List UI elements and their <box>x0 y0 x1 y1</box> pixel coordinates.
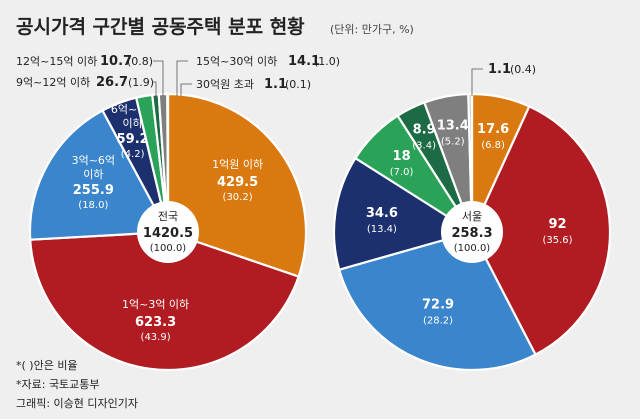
national-slice-1 <box>29 230 300 372</box>
seoul-slice-5-value: 8.9 <box>413 123 436 138</box>
leader-15-30 <box>176 60 188 96</box>
seoul-slice-2 <box>337 230 537 372</box>
national-slice-2-name: 3억~6억 <box>72 154 115 167</box>
national-slice-1-pct: (43.9) <box>141 332 171 343</box>
pie-national: 1억원 이하 429.5 (30.2) 1억~3억 이하 623.3 (43.9) 3억~6… <box>28 92 308 372</box>
seoul-slice-3 <box>332 156 475 272</box>
footnote-credit: 그래픽: 이승현 디자인기자 <box>16 397 138 410</box>
seoul-slice-3-value: 34.6 <box>366 206 398 221</box>
seoul-slice-2-value: 72.9 <box>422 298 454 313</box>
national-center-title: 전국 <box>158 210 178 223</box>
national-external-labels: 12억~15억 이하 10.7 (0.8) 9억~12억 이하 26.7 (1.… <box>16 54 340 100</box>
label-15-30-name: 15억~30억 이하 <box>196 54 277 68</box>
national-slice-0-name: 1억원 이하 <box>212 157 263 171</box>
unit-label: (단위: 만가구, %) <box>330 23 414 36</box>
label-15-30-pct: (1.0) <box>314 55 340 68</box>
pie-seoul: 17.6(6.8)92(35.6)72.9(28.2)34.6(13.4)18(… <box>332 92 612 372</box>
leader-30plus <box>180 83 192 96</box>
national-slice-7 <box>166 92 170 233</box>
seoul-slice-1-value: 92 <box>548 217 566 232</box>
footnote-ratio: *( )안은 비율 <box>16 359 78 372</box>
seoul-label-30plus-value: 1.1 <box>488 62 511 77</box>
seoul-center-title: 서울 <box>462 210 482 223</box>
seoul-slice-0-pct: (6.8) <box>481 140 505 151</box>
national-slice-3-pct: (4.2) <box>121 149 145 160</box>
label-15-30-value: 14.1 <box>288 54 320 69</box>
seoul-slice-6-pct: (5.2) <box>441 137 465 148</box>
national-center-disc <box>137 201 199 263</box>
label-30plus-pct: (0.1) <box>285 78 311 91</box>
national-slice-2 <box>28 109 170 241</box>
label-12-15-pct: (0.8) <box>127 55 153 68</box>
label-30plus-name: 30억원 초과 <box>196 78 254 91</box>
label-30plus-value: 1.1 <box>264 77 287 92</box>
seoul-slice-5-pct: (3.4) <box>412 141 436 152</box>
seoul-slice-0-value: 17.6 <box>477 122 509 137</box>
seoul-center-total: 258.3 <box>451 226 492 241</box>
national-slice-2-value: 255.9 <box>73 183 114 198</box>
national-slice-1-name: 1억~3억 이하 <box>122 297 189 311</box>
seoul-center-disc <box>441 201 503 263</box>
leader-9-12 <box>152 81 157 100</box>
national-slice-3-value: 59.2 <box>117 132 149 147</box>
footnotes: *( )안은 비율 *자료: 국토교통부 그래픽: 이승현 디자인기자 <box>16 359 138 410</box>
seoul-leader-30plus <box>471 68 483 96</box>
label-9-12-name: 9억~12억 이하 <box>16 75 90 89</box>
national-slice-2-name-2: 이하 <box>83 167 103 181</box>
national-center-pct: (100.0) <box>150 243 187 254</box>
seoul-slice-1-pct: (35.6) <box>542 235 572 246</box>
seoul-slice-4-pct: (7.0) <box>390 167 414 178</box>
seoul-center-pct: (100.0) <box>454 243 491 254</box>
label-12-15-name: 12억~15억 이하 <box>16 54 97 68</box>
national-slice-3-name-2: 이하 <box>123 116 143 130</box>
national-center-total: 1420.5 <box>143 226 193 241</box>
seoul-slice-1 <box>470 104 612 357</box>
seoul-slice-2-pct: (28.2) <box>423 316 453 327</box>
seoul-slice-4-value: 18 <box>393 149 411 164</box>
footnote-source: *자료: 국토교통부 <box>16 378 100 391</box>
seoul-external-labels: 1.1 (0.4) <box>471 62 536 96</box>
national-slice-2-pct: (18.0) <box>78 200 108 211</box>
national-slice-1-value: 623.3 <box>135 315 176 330</box>
seoul-slice-3-pct: (13.4) <box>367 224 397 235</box>
seoul-label-30plus-pct: (0.4) <box>510 63 536 76</box>
seoul-slice-6-value: 13.4 <box>437 119 469 134</box>
label-12-15-value: 10.7 <box>100 54 132 69</box>
national-slice-0-value: 429.5 <box>217 175 258 190</box>
label-9-12-value: 26.7 <box>96 75 128 90</box>
national-slice-0-pct: (30.2) <box>223 192 253 203</box>
label-9-12-pct: (1.9) <box>128 76 154 89</box>
leader-12-15 <box>153 60 164 96</box>
chart-title: 공시가격 구간별 공동주택 분포 현황 <box>16 15 305 38</box>
national-slice-0 <box>166 92 308 278</box>
